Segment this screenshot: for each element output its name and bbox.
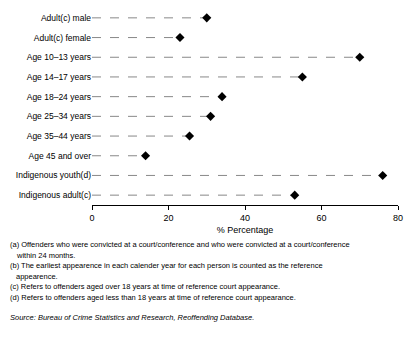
svg-text:0: 0 <box>89 213 94 223</box>
svg-text:Adult(c) male: Adult(c) male <box>41 13 91 23</box>
svg-text:Age 14–17 years: Age 14–17 years <box>27 72 91 82</box>
svg-text:Indigenous youth(d): Indigenous youth(d) <box>16 170 91 180</box>
svg-text:Age 18–24 years: Age 18–24 years <box>27 92 91 102</box>
svg-text:(a) Offenders who were convict: (a) Offenders who were convicted at a co… <box>10 240 350 249</box>
svg-text:Age 10–13 years: Age 10–13 years <box>27 52 91 62</box>
svg-text:Age 45 and over: Age 45 and over <box>29 151 92 161</box>
svg-text:Source: Bureau of Crime Statis: Source: Bureau of Crime Statistics and R… <box>10 313 254 322</box>
svg-text:(d) Refers to offenders aged l: (d) Refers to offenders aged less than 1… <box>10 293 296 302</box>
svg-text:Indigenous adult(c): Indigenous adult(c) <box>19 190 91 200</box>
svg-text:80: 80 <box>393 213 403 223</box>
svg-text:(c) Refers to offenders aged o: (c) Refers to offenders aged over 18 yea… <box>10 282 280 291</box>
svg-text:within 24 months.: within 24 months. <box>16 251 75 260</box>
svg-text:20: 20 <box>163 213 173 223</box>
svg-text:Age 35–44 years: Age 35–44 years <box>27 131 91 141</box>
svg-text:appearence.: appearence. <box>16 272 58 281</box>
svg-text:Age 25–34 years: Age 25–34 years <box>27 111 91 121</box>
svg-text:Adult(c) female: Adult(c) female <box>34 33 91 43</box>
svg-text:40: 40 <box>240 213 250 223</box>
svg-text:(b) The earliest appearence in: (b) The earliest appearence in each cale… <box>10 261 323 270</box>
svg-text:60: 60 <box>316 213 326 223</box>
svg-text:% Percentage: % Percentage <box>217 225 274 235</box>
